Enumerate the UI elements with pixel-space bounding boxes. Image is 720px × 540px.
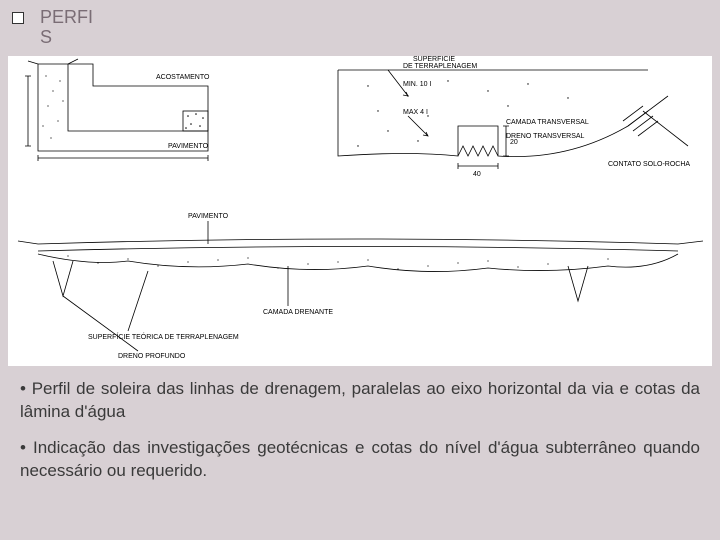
label-sup2: DE TERRAPLENAGEM	[403, 63, 477, 70]
page-title: PERFI S	[40, 8, 93, 48]
label-sup1: SUPERFÍCIE	[413, 56, 455, 63]
label-sup-teor: SUPERFÍCIE TEÓRICA DE TERRAPLENAGEM	[88, 332, 239, 341]
title-line-2: S	[40, 27, 52, 47]
engineering-diagram: ACOSTAMENTO PAVIMENTO SUPERFÍCIE DE TERR…	[8, 56, 712, 366]
label-dreno-prof: DRENO PROFUNDO	[118, 353, 186, 360]
label-dim40: 40	[473, 171, 481, 178]
label-contato: CONTATO SOLO-ROCHA	[608, 161, 690, 168]
bullet-1: •	[20, 379, 32, 398]
checkbox-icon	[12, 12, 24, 24]
title-line-1: PERFI	[40, 7, 93, 27]
bullet-2: •	[20, 438, 33, 457]
header-row: PERFI S	[0, 0, 720, 56]
label-camada-dren: CAMADA DRENANTE	[263, 309, 333, 316]
label-min: MIN. 10 I	[403, 81, 431, 88]
label-pav-bottom: PAVIMENTO	[168, 143, 209, 150]
p1-text: Perfil de soleira das linhas de drenagem…	[20, 379, 700, 421]
diagram-svg: ACOSTAMENTO PAVIMENTO SUPERFÍCIE DE TERR…	[8, 56, 712, 366]
body-text: • Perfil de soleira das linhas de drenag…	[0, 366, 720, 510]
label-camada-trans: CAMADA TRANSVERSAL	[506, 119, 589, 126]
paragraph-2: • Indicação das investigações geotécnica…	[20, 437, 700, 483]
label-pavimento: PAVIMENTO	[188, 213, 229, 220]
label-dim20: 20	[510, 139, 518, 146]
label-acostamento: ACOSTAMENTO	[156, 74, 210, 81]
paragraph-1: • Perfil de soleira das linhas de drenag…	[20, 378, 700, 424]
label-max: MAX 4 I	[403, 109, 428, 116]
p2-text: Indicação das investigações geotécnicas …	[20, 438, 700, 480]
